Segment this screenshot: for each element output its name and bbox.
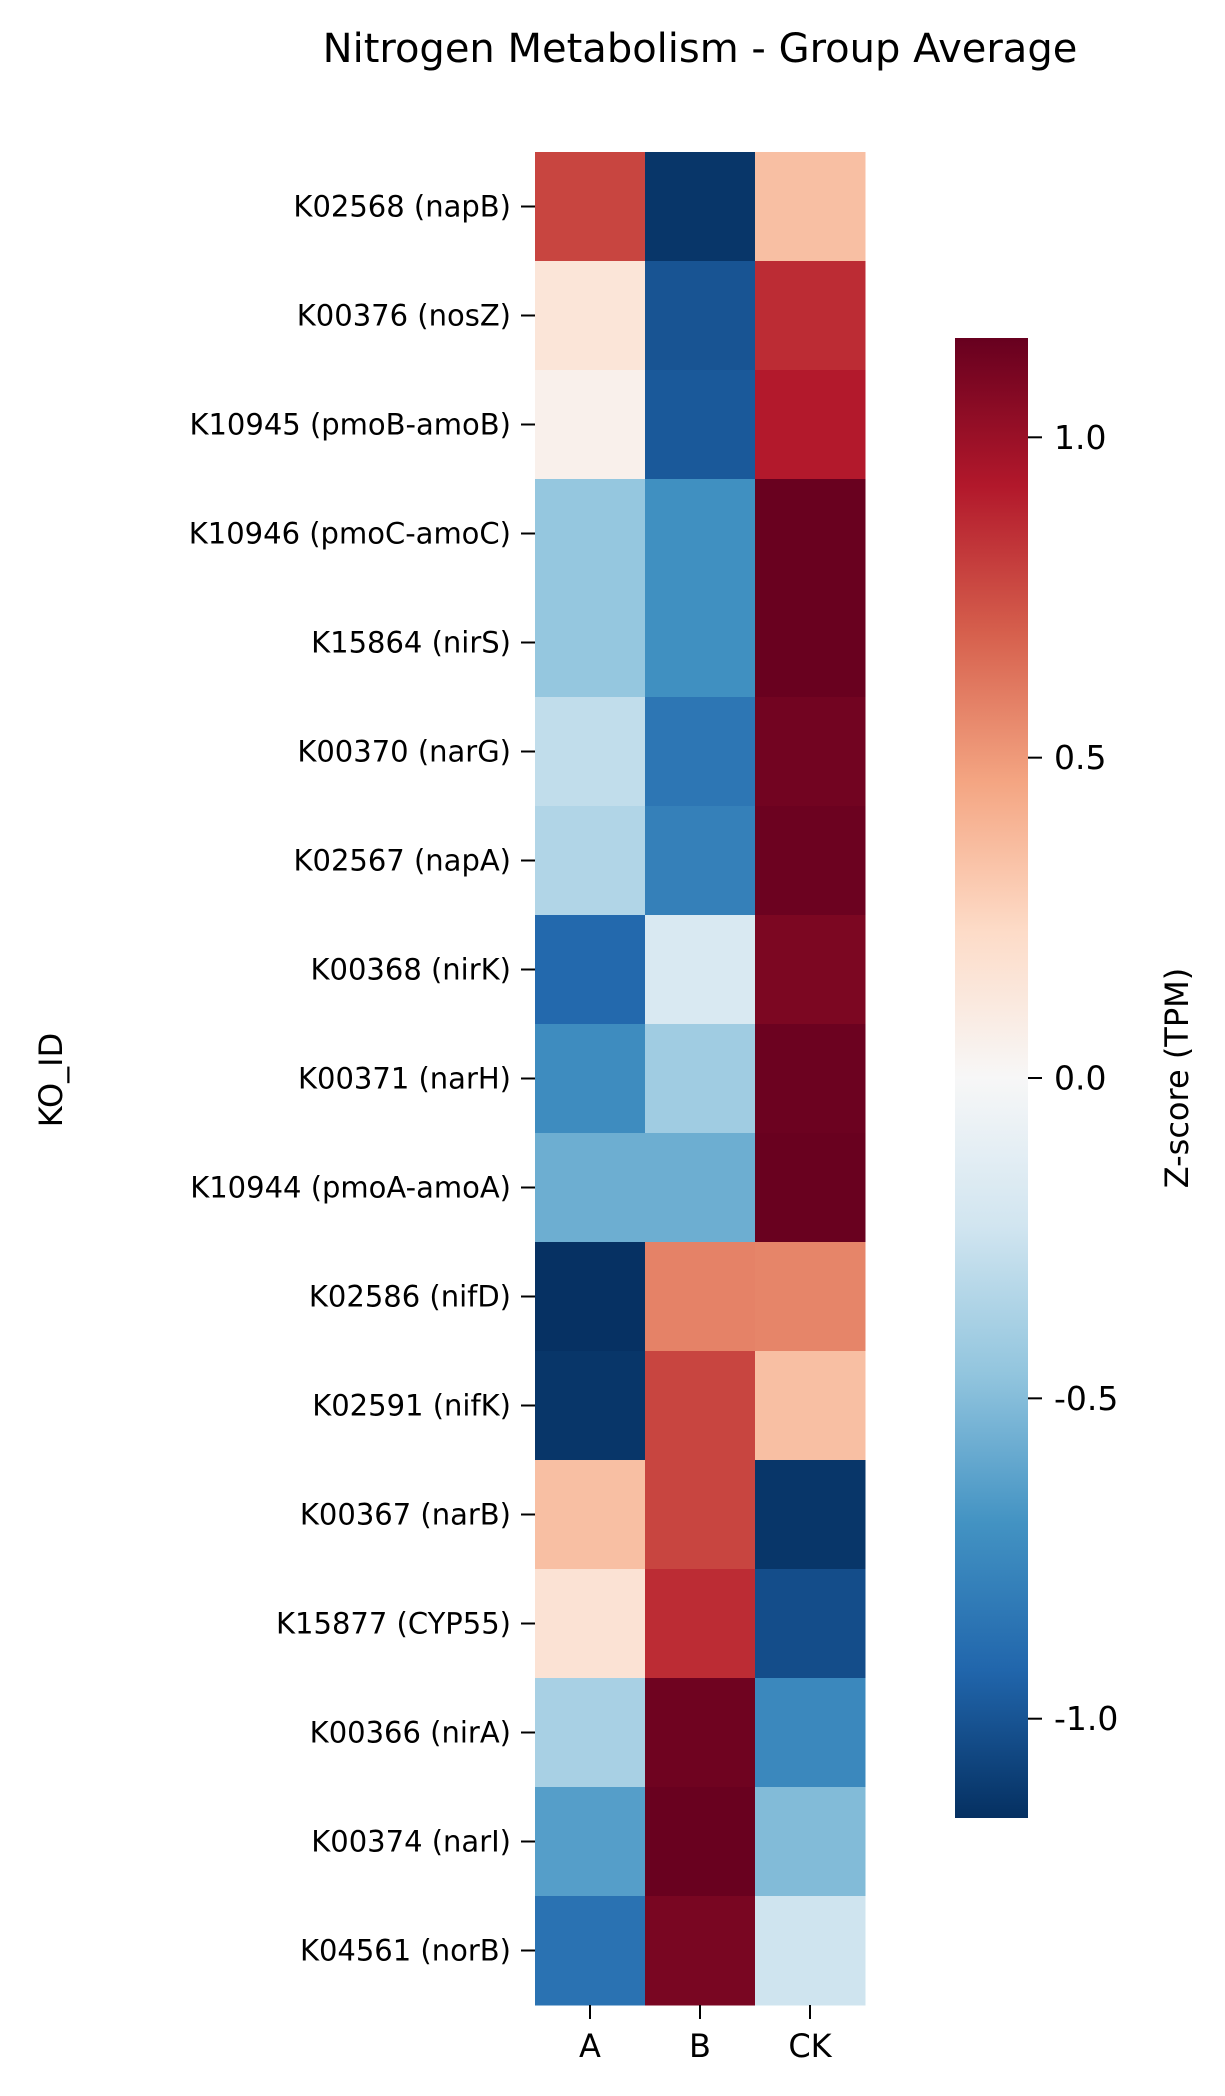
heatmap-cell bbox=[645, 1787, 756, 1897]
row-label: K00376 (nosZ) bbox=[297, 299, 511, 333]
row-label: K00366 (nirA) bbox=[310, 1716, 511, 1750]
colorbar-ticks: 1.0 0.5 0.0 -0.5 -1.0 bbox=[1028, 418, 1118, 1738]
colorbar-tick-label: -1.0 bbox=[1054, 1699, 1118, 1738]
column-label: B bbox=[689, 2027, 711, 2065]
heatmap-cell bbox=[755, 1351, 866, 1461]
column-label: CK bbox=[788, 2027, 832, 2065]
row-labels: K02568 (napB) K00376 (nosZ) K10945 (pmoB-a… bbox=[189, 190, 535, 1968]
colorbar-label: Z-score (TPM) bbox=[1158, 968, 1196, 1188]
heatmap-cell bbox=[755, 370, 866, 480]
row-label: K02586 (nifD) bbox=[309, 1280, 511, 1314]
colorbar: 1.0 0.5 0.0 -0.5 -1.0 Z-score (TPM) bbox=[955, 338, 1196, 1818]
heatmap-cell bbox=[755, 261, 866, 371]
heatmap-cell bbox=[535, 1460, 646, 1570]
heatmap-cell bbox=[535, 806, 646, 916]
row-label: K15864 (nirS) bbox=[311, 626, 511, 660]
heatmap-cell bbox=[645, 1678, 756, 1788]
heatmap-cell bbox=[755, 1896, 866, 2006]
heatmap-cell bbox=[755, 588, 866, 698]
heatmap-cell bbox=[645, 806, 756, 916]
heatmap-cell bbox=[535, 1787, 646, 1897]
heatmap-cell bbox=[755, 1242, 866, 1352]
heatmap-cell bbox=[755, 1569, 866, 1679]
heatmap-cell bbox=[755, 1024, 866, 1134]
y-axis-label: KO_ID bbox=[32, 1033, 70, 1128]
column-labels: A B CK bbox=[579, 2005, 833, 2065]
heatmap-cell bbox=[755, 1460, 866, 1570]
row-label: K00371 (narH) bbox=[298, 1062, 511, 1096]
row-label: K04561 (norB) bbox=[300, 1934, 511, 1968]
heatmap-cell bbox=[755, 1787, 866, 1897]
heatmap-cell bbox=[535, 1024, 646, 1134]
heatmap-cell bbox=[645, 1351, 756, 1461]
heatmap-cell bbox=[535, 1133, 646, 1243]
heatmap-cell bbox=[535, 370, 646, 480]
heatmap-cell bbox=[645, 370, 756, 480]
heatmap-cell bbox=[645, 152, 756, 262]
row-label: K00367 (narB) bbox=[300, 1498, 511, 1532]
chart-title: Nitrogen Metabolism - Group Average bbox=[323, 26, 1078, 72]
heatmap-cell bbox=[645, 1242, 756, 1352]
heatmap-cell bbox=[645, 1896, 756, 2006]
colorbar-tick-label: 1.0 bbox=[1054, 418, 1106, 457]
heatmap-cell bbox=[645, 1024, 756, 1134]
heatmap-cell bbox=[755, 152, 866, 262]
colorbar-tick-label: -0.5 bbox=[1054, 1379, 1118, 1418]
row-label: K10945 (pmoB-amoB) bbox=[189, 408, 511, 442]
heatmap-cell bbox=[755, 1133, 866, 1243]
row-label: K00370 (narG) bbox=[297, 735, 511, 769]
row-label: K15877 (CYP55) bbox=[276, 1607, 511, 1641]
row-label: K10944 (pmoA-amoA) bbox=[190, 1171, 511, 1205]
heatmap-cell bbox=[535, 1351, 646, 1461]
heatmap-cell bbox=[755, 479, 866, 589]
row-label: K10946 (pmoC-amoC) bbox=[189, 517, 511, 551]
heatmap-cell bbox=[755, 1678, 866, 1788]
row-label: K00368 (nirK) bbox=[311, 953, 512, 987]
heatmap-cell bbox=[755, 697, 866, 807]
heatmap-cell bbox=[645, 261, 756, 371]
heatmap-cell bbox=[535, 1678, 646, 1788]
heatmap-cell bbox=[535, 1242, 646, 1352]
heatmap-cell bbox=[535, 152, 646, 262]
heatmap-cell bbox=[535, 588, 646, 698]
heatmap-cell bbox=[535, 1896, 646, 2006]
heatmap-cell bbox=[645, 588, 756, 698]
row-label: K02567 (napA) bbox=[293, 844, 511, 878]
heatmap-cell bbox=[755, 806, 866, 916]
row-label: K00374 (narI) bbox=[311, 1825, 511, 1859]
colorbar-tick-label: 0.0 bbox=[1054, 1059, 1106, 1098]
colorbar-gradient bbox=[955, 338, 1028, 1818]
heatmap-cell bbox=[535, 697, 646, 807]
heatmap-cells bbox=[535, 152, 866, 2006]
heatmap-cell bbox=[535, 1569, 646, 1679]
row-label: K02591 (nifK) bbox=[312, 1389, 511, 1423]
heatmap-cell bbox=[535, 479, 646, 589]
heatmap-cell bbox=[645, 915, 756, 1025]
heatmap-cell bbox=[645, 1460, 756, 1570]
heatmap-cell bbox=[535, 915, 646, 1025]
colorbar-tick-label: 0.5 bbox=[1054, 738, 1106, 777]
row-label: K02568 (napB) bbox=[293, 190, 511, 224]
heatmap-cell bbox=[535, 261, 646, 371]
heatmap-cell bbox=[645, 479, 756, 589]
heatmap-cell bbox=[755, 915, 866, 1025]
heatmap-cell bbox=[645, 1133, 756, 1243]
heatmap-cell bbox=[645, 1569, 756, 1679]
column-label: A bbox=[579, 2027, 601, 2065]
heatmap-cell bbox=[645, 697, 756, 807]
